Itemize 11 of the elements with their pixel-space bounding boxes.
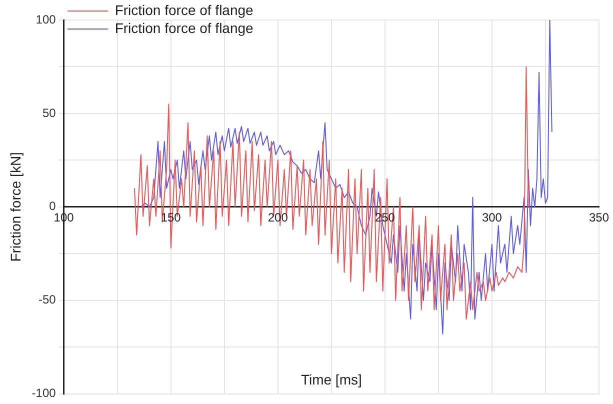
y-tick-label: -50 [38, 292, 56, 307]
x-tick-label: 350 [588, 210, 610, 224]
x-axis-title: Time [ms] [300, 372, 362, 388]
y-tick-label: 100 [36, 12, 56, 26]
y-tick-label: 0 [49, 199, 56, 214]
y-tick-label: 50 [42, 106, 56, 120]
y-axis-title: Friction force [kN] [7, 152, 24, 262]
x-tick-label: 300 [482, 210, 502, 224]
legend-label: Friction force of flange [114, 2, 254, 18]
legend-label: Friction force of flange [114, 20, 254, 36]
y-tick-label: -100 [32, 386, 56, 400]
